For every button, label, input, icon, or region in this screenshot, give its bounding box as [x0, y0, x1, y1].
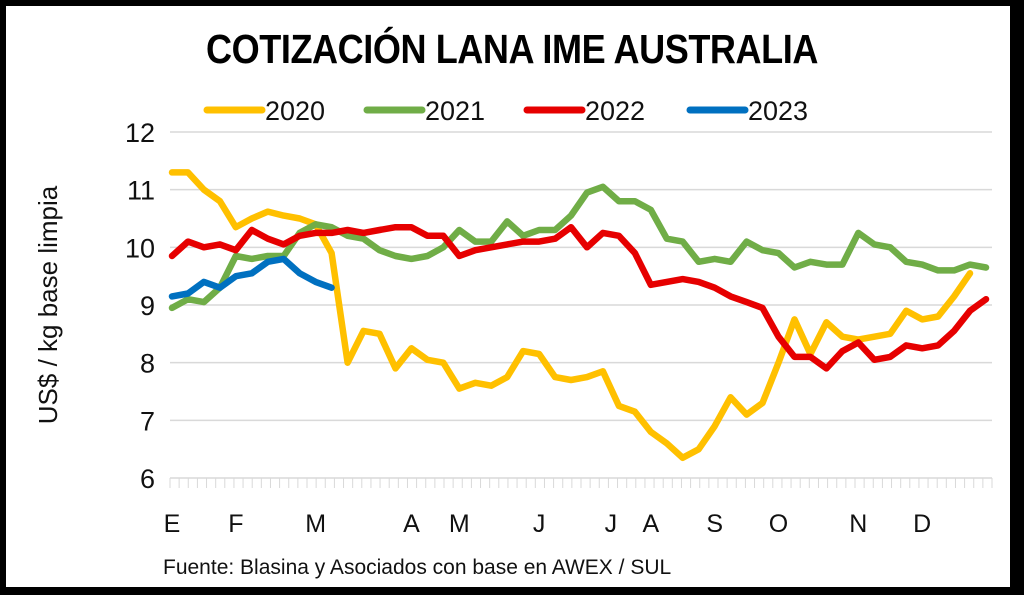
y-tick-label: 8: [140, 349, 155, 379]
y-tick-label: 6: [140, 464, 155, 494]
x-tick-label: J: [605, 510, 618, 538]
legend-label-2020: 2020: [265, 96, 325, 126]
gridlines: [170, 131, 992, 422]
series-line-2020: [168, 169, 974, 462]
x-tick-label: M: [305, 510, 326, 538]
source-note: Fuente: Blasina y Asociados con base en …: [163, 556, 671, 579]
series-lines: [168, 169, 990, 462]
y-tick-label: 9: [140, 291, 155, 321]
y-axis-ticks: 6 7 8 9 10 11 12: [125, 118, 155, 494]
series-line-2022: [168, 223, 990, 372]
y-axis-label: US$ / kg base limpia: [33, 185, 63, 424]
legend: 2020 2021 2022 2023: [203, 96, 808, 126]
y-tick-label: 11: [127, 176, 155, 206]
legend-label-2023: 2023: [748, 96, 808, 126]
x-tick-label: S: [706, 510, 723, 538]
x-tick-label: D: [913, 510, 931, 538]
x-tick-label: J: [533, 510, 546, 538]
y-tick-label: 12: [125, 118, 155, 148]
series-line-2021: [168, 183, 990, 312]
chart-title: COTIZACIÓN LANA IME AUSTRALIA: [206, 26, 818, 72]
legend-label-2022: 2022: [585, 96, 645, 126]
legend-label-2021: 2021: [425, 96, 485, 126]
x-tick-label: M: [449, 510, 470, 538]
x-axis-minor-ticks: [169, 477, 993, 488]
x-tick-label: F: [228, 510, 243, 538]
series-line-2023: [168, 255, 335, 300]
x-tick-label: A: [403, 510, 420, 538]
x-tick-label: N: [849, 510, 867, 538]
x-tick-label: E: [164, 510, 181, 538]
x-tick-label: O: [769, 510, 788, 538]
x-tick-label: A: [642, 510, 659, 538]
y-tick-label: 7: [140, 406, 155, 436]
y-tick-label: 10: [125, 233, 155, 263]
